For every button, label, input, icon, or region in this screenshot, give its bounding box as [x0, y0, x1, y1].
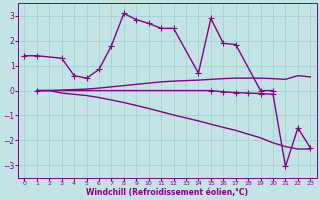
X-axis label: Windchill (Refroidissement éolien,°C): Windchill (Refroidissement éolien,°C) [86, 188, 248, 197]
